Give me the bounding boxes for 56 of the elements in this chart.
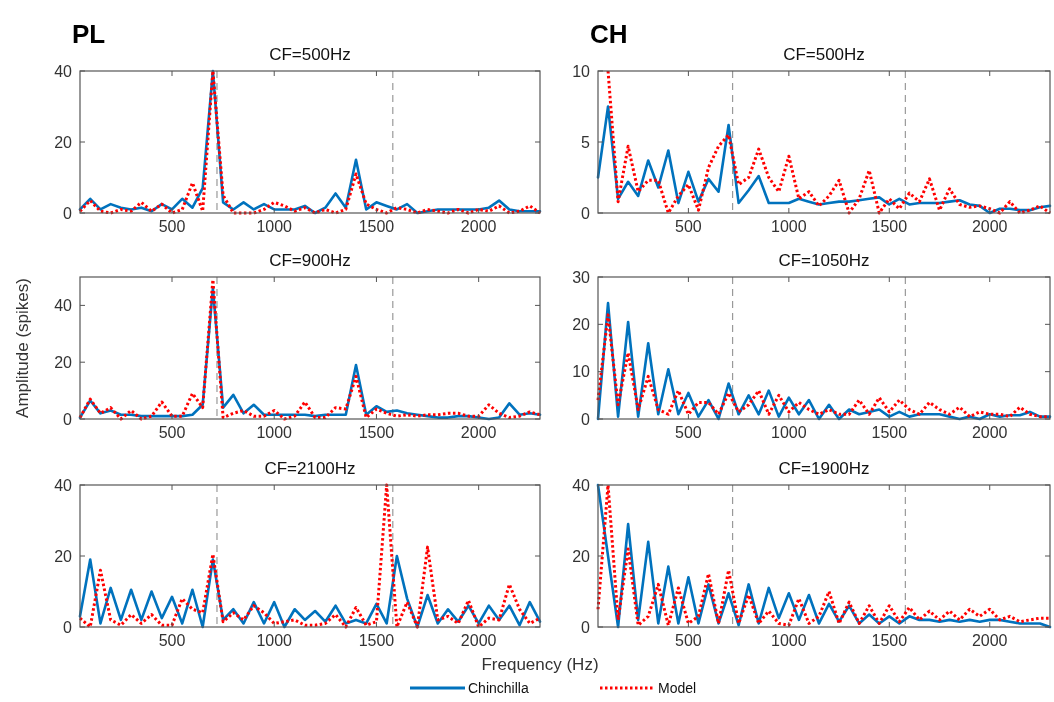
- y-tick-label: 20: [54, 353, 73, 371]
- x-tick-label: 500: [158, 218, 186, 235]
- x-tick-label: 2000: [971, 632, 1008, 649]
- y-tick-label: 0: [581, 410, 591, 428]
- text: PL: [72, 19, 106, 49]
- x-tick-label: 2000: [971, 218, 1008, 235]
- y-tick-label: 40: [54, 297, 73, 314]
- y-tick-label: 20: [572, 315, 591, 333]
- x-tick-label: 2000: [460, 424, 497, 441]
- line-series: [78, 483, 542, 629]
- x-tick-label: 1000: [256, 218, 293, 235]
- x-tick-label: 1500: [358, 632, 395, 649]
- x-tick-label: 1000: [771, 218, 807, 235]
- x-tick-label: 1000: [771, 632, 807, 649]
- x-tick-label: 2000: [460, 632, 497, 649]
- y-tick-label: 10: [572, 62, 591, 80]
- x-tick-label: 500: [675, 632, 702, 649]
- x-tick-label: 1000: [256, 424, 293, 441]
- x-tick-label: 1500: [358, 424, 395, 441]
- y-tick-label: 5: [581, 133, 591, 151]
- x-tick-label: 500: [675, 218, 702, 235]
- x-tick-label: 2000: [971, 424, 1008, 441]
- y-tick-label: 30: [572, 268, 591, 286]
- chart-title: CF=500Hz: [269, 45, 351, 64]
- x-tick-label: 1000: [256, 632, 293, 649]
- y-tick-label: 0: [63, 410, 73, 428]
- y-tick-label: 40: [54, 476, 73, 494]
- y-tick-label: 0: [581, 204, 591, 222]
- y-tick-label: 0: [63, 618, 73, 636]
- chart-title: CF=500Hz: [783, 45, 865, 64]
- chart-title: CF=1900Hz: [778, 459, 870, 478]
- legend-label: Chinchilla: [468, 679, 529, 696]
- y-tick-label: 0: [63, 204, 73, 222]
- y-tick-label: 0: [581, 618, 591, 636]
- text: CH: [590, 19, 628, 49]
- x-axis-title: Frequency (Hz): [481, 655, 599, 674]
- x-tick-label: 1500: [358, 218, 395, 235]
- y-axis-title: Amplitude (spikes): [13, 278, 32, 418]
- x-tick-label: 2000: [460, 218, 497, 235]
- chart-title: CF=1050Hz: [778, 251, 870, 270]
- y-tick-label: 20: [54, 547, 73, 565]
- y-tick-label: 40: [572, 476, 591, 494]
- y-tick-label: 20: [572, 547, 591, 565]
- chart-title: CF=900Hz: [269, 251, 351, 270]
- x-tick-label: 1000: [771, 424, 807, 441]
- chart-title: CF=2100Hz: [264, 459, 356, 478]
- x-tick-label: 1500: [871, 632, 908, 649]
- legend-label: Model: [658, 679, 697, 696]
- x-tick-label: 500: [675, 424, 702, 441]
- y-tick-label: 40: [54, 62, 73, 80]
- x-tick-label: 1500: [871, 218, 908, 235]
- x-tick-label: 500: [158, 632, 186, 649]
- y-tick-label: 20: [54, 133, 73, 151]
- x-tick-label: 1500: [871, 424, 908, 441]
- x-tick-label: 500: [158, 424, 186, 441]
- y-tick-label: 10: [572, 363, 591, 381]
